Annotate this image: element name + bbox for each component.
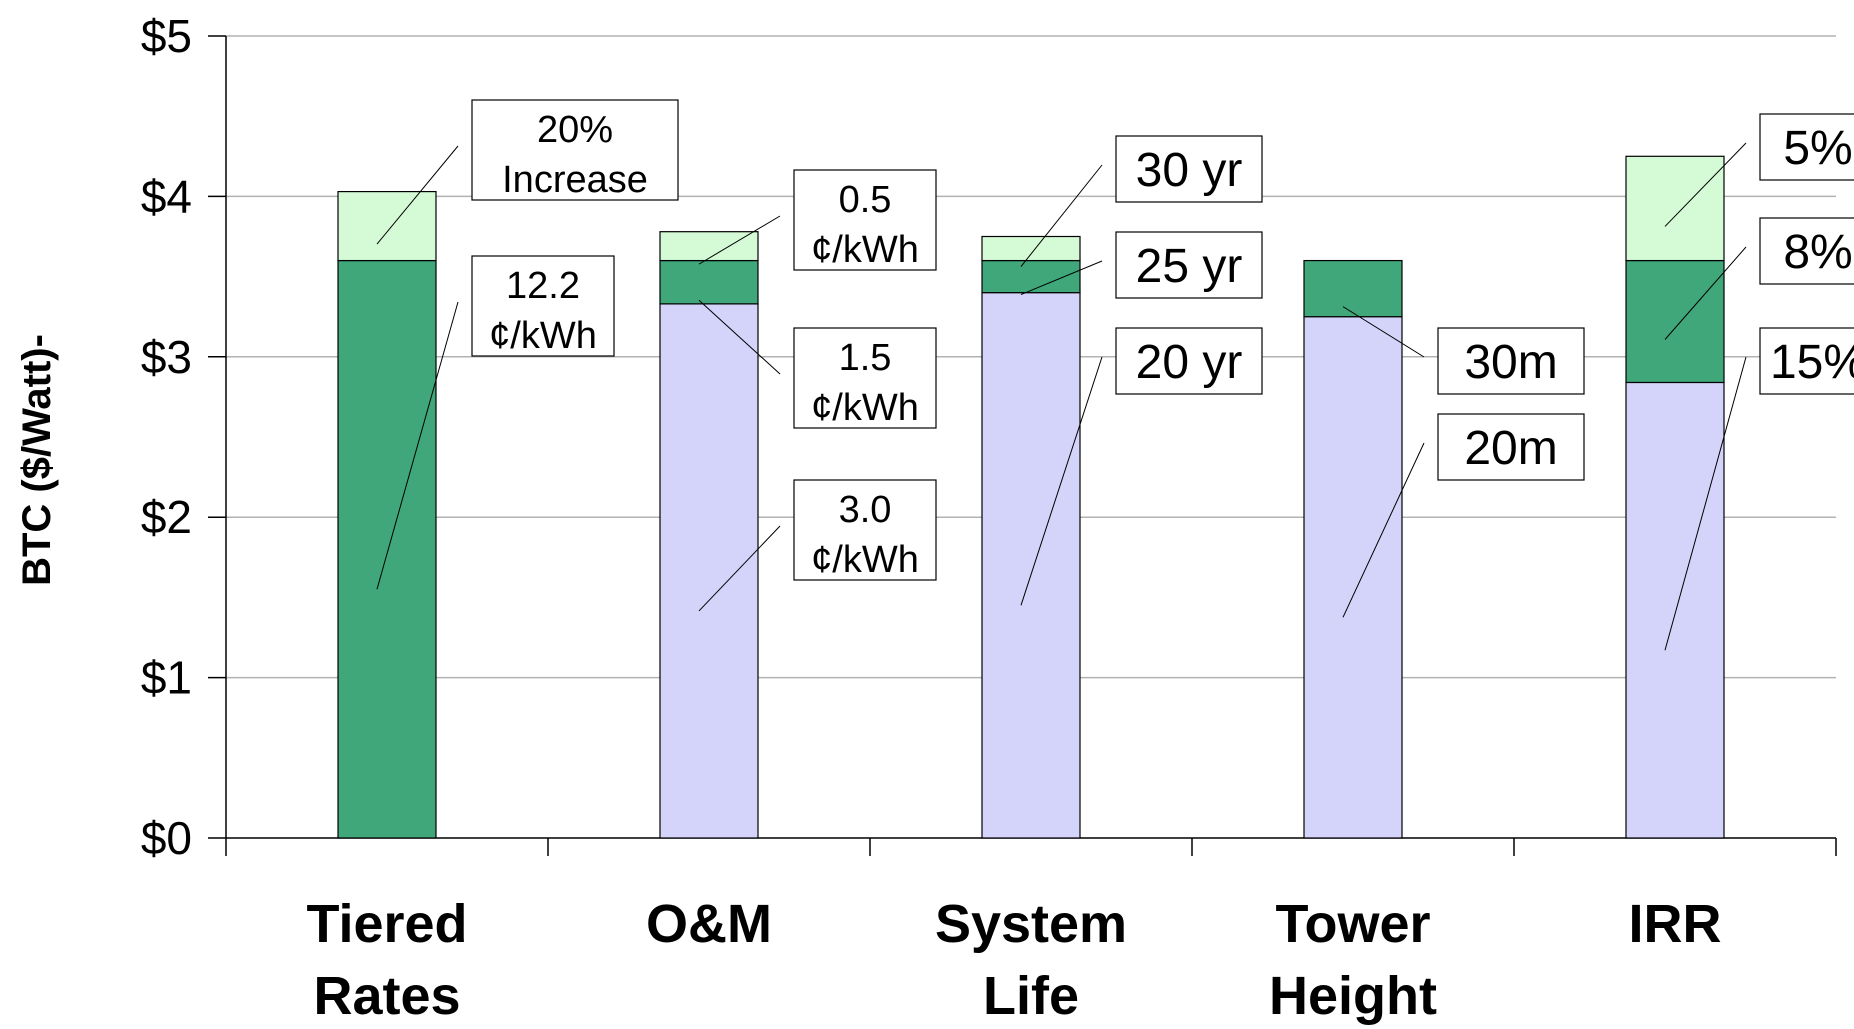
annotation-box [1759, 113, 1854, 181]
category-label: Tower Height [1269, 894, 1437, 1026]
annotation-label-line: 8% [1783, 226, 1852, 279]
annotation-leader [1020, 164, 1103, 267]
annotation-label-line: ¢/kWh [811, 229, 919, 271]
annotation-leader [698, 525, 781, 612]
annotation-leader [1664, 246, 1747, 340]
bar-segment [659, 231, 759, 262]
bar-segment [1625, 155, 1725, 262]
bar-segment [1303, 259, 1403, 318]
bar-segment [659, 259, 759, 305]
annotation-label-line: 5% [1783, 122, 1852, 175]
y-tick-label: $5 [141, 10, 192, 62]
annotation-leader [1342, 442, 1425, 618]
annotation-box [1115, 135, 1263, 203]
category-label-line: Life [983, 966, 1079, 1026]
annotation-label: 30 yr [1136, 144, 1243, 197]
annotation-label-line: ¢/kWh [811, 539, 919, 581]
annotation-label-line: 15% [1770, 336, 1854, 389]
bar-segment [337, 190, 437, 262]
annotation-label: 15% [1770, 336, 1854, 389]
bar-segment [1625, 259, 1725, 384]
annotation-boxes [471, 99, 1854, 581]
annotation-label: 30m [1464, 336, 1557, 389]
annotation-box [1437, 327, 1585, 395]
category-label-line: System [935, 894, 1127, 954]
annotation-leader [1664, 356, 1747, 651]
bar-segment [659, 303, 759, 839]
category-label-line: Height [1269, 966, 1437, 1026]
annotation-leader [376, 145, 459, 245]
bar-segment [1625, 381, 1725, 839]
category-label-line: O&M [646, 894, 772, 954]
annotation-label-line: 20% [537, 109, 613, 151]
annotation-box [471, 255, 615, 357]
labels: BTC ($/Watt)- $0 $1 $2 $3 $4 $5 Tiered Rates O&M… [15, 10, 1854, 1026]
annotation-label: 12.2 ¢/kWh [489, 265, 597, 357]
annotation-box [793, 169, 937, 271]
bar-segment [981, 235, 1081, 262]
annotation-label-line: 0.5 [839, 179, 892, 221]
category-label: O&M [646, 894, 772, 954]
annotation-leaders [376, 142, 1747, 651]
annotation-label: 3.0 ¢/kWh [811, 489, 919, 581]
annotation-label: 25 yr [1136, 240, 1243, 293]
annotation-label-line: 25 yr [1136, 240, 1243, 293]
annotation-label-line: 3.0 [839, 489, 892, 531]
annotation-box [793, 327, 937, 429]
annotation-label: 8% [1783, 226, 1852, 279]
annotation-label: 20 yr [1136, 336, 1243, 389]
category-label-line: Tiered [306, 894, 467, 954]
annotation-label-line: ¢/kWh [811, 387, 919, 429]
y-tick-label: $3 [141, 331, 192, 383]
annotation-label-line: 20 yr [1136, 336, 1243, 389]
annotation-leader [1020, 356, 1103, 606]
bar-segment [337, 259, 437, 839]
annotation-label-line: 1.5 [839, 337, 892, 379]
annotation-leader [1664, 142, 1747, 227]
annotation-leader [376, 301, 459, 590]
y-axis-label: BTC ($/Watt)- [15, 334, 59, 586]
annotation-label: 5% [1783, 122, 1852, 175]
annotation-label: 20% Increase [502, 109, 648, 201]
category-label-line: Tower [1275, 894, 1430, 954]
annotation-box [1759, 217, 1854, 285]
category-label-line: IRR [1629, 894, 1722, 954]
annotation-box [471, 99, 679, 201]
annotation-box [1437, 413, 1585, 481]
category-label: Tiered Rates [306, 894, 467, 1026]
annotation-label: 20m [1464, 422, 1557, 475]
bar-segment [1303, 316, 1403, 839]
annotation-leader [698, 215, 781, 265]
bar-segment [981, 292, 1081, 839]
annotation-label-line: Increase [502, 159, 648, 201]
annotation-label-line: 12.2 [506, 265, 580, 307]
annotation-label-line: 20m [1464, 422, 1557, 475]
category-label: IRR [1629, 894, 1722, 954]
annotation-label-line: 30m [1464, 336, 1557, 389]
annotation-label: 0.5 ¢/kWh [811, 179, 919, 271]
y-tick-label: $4 [141, 170, 192, 222]
bars [337, 155, 1725, 839]
annotation-leader [1020, 260, 1103, 296]
annotation-box [1115, 327, 1263, 395]
category-label-line: Rates [313, 966, 460, 1026]
annotation-box [793, 479, 937, 581]
y-tick-label: $2 [141, 491, 192, 543]
annotation-leader [1342, 306, 1425, 358]
annotation-label-line: ¢/kWh [489, 315, 597, 357]
y-tick-label: $1 [141, 652, 192, 704]
category-label: System Life [935, 894, 1127, 1026]
annotation-label-line: 30 yr [1136, 144, 1243, 197]
annotation-box [1759, 327, 1854, 395]
annotation-box [1115, 231, 1263, 299]
y-tick-label: $0 [141, 812, 192, 864]
annotation-label: 1.5 ¢/kWh [811, 337, 919, 429]
annotation-leader [698, 299, 781, 375]
